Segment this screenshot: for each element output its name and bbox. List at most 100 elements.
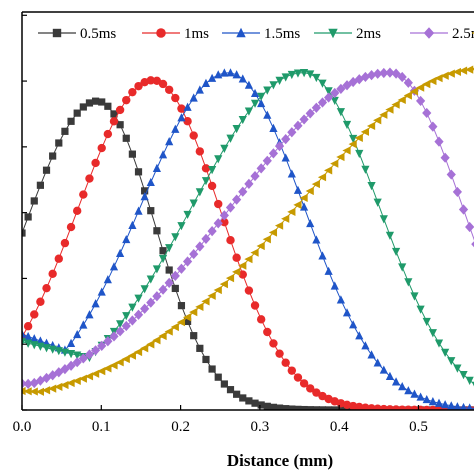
data-point	[385, 231, 395, 240]
data-point	[30, 310, 39, 319]
data-point	[416, 95, 426, 107]
data-point	[256, 163, 266, 174]
data-point	[42, 283, 51, 293]
data-point	[245, 397, 253, 405]
data-point	[458, 204, 469, 215]
data-point	[225, 202, 236, 213]
data-point	[147, 207, 155, 215]
data-point	[109, 262, 119, 271]
data-point	[373, 68, 383, 79]
series-line	[22, 100, 474, 410]
data-point	[257, 401, 265, 409]
data-point	[299, 193, 308, 203]
data-point	[422, 80, 431, 89]
data-point	[30, 341, 39, 350]
data-point	[233, 390, 241, 398]
data-point	[385, 105, 394, 114]
x-tick-label: 0.0	[13, 419, 32, 435]
data-point	[354, 133, 363, 142]
data-point	[116, 121, 124, 129]
data-point	[127, 315, 137, 326]
data-point	[324, 266, 333, 275]
data-point	[171, 124, 180, 133]
data-point	[274, 221, 284, 230]
data-point	[61, 127, 69, 135]
data-point	[459, 402, 468, 410]
data-point	[274, 141, 285, 152]
data-point	[428, 76, 437, 86]
data-point	[262, 155, 272, 166]
data-point	[22, 329, 27, 338]
data-point	[465, 65, 474, 74]
data-point	[60, 348, 70, 357]
data-point	[159, 247, 167, 255]
data-point	[116, 248, 125, 257]
data-point	[201, 78, 211, 88]
data-point	[60, 364, 70, 375]
data-point	[398, 382, 407, 391]
data-point	[465, 376, 474, 385]
data-point	[195, 188, 204, 197]
data-point	[140, 344, 149, 353]
data-point	[177, 104, 186, 113]
legend-label: 1ms	[184, 26, 209, 42]
data-point	[311, 179, 320, 189]
data-point	[330, 159, 339, 168]
legend-label: 0.5ms	[80, 26, 116, 42]
data-point	[325, 406, 333, 410]
data-point	[103, 275, 112, 284]
data-point	[312, 73, 321, 83]
data-point	[293, 120, 303, 131]
data-point	[250, 99, 260, 108]
data-point	[158, 150, 168, 159]
data-point	[214, 373, 222, 381]
data-point	[73, 329, 82, 339]
data-point	[287, 169, 296, 178]
data-point	[67, 117, 75, 125]
data-point	[268, 228, 278, 237]
data-point	[391, 100, 400, 109]
data-point	[128, 87, 137, 97]
data-point	[232, 267, 241, 277]
data-point	[195, 147, 205, 156]
data-point	[49, 152, 57, 160]
data-point	[79, 103, 87, 111]
data-point	[220, 144, 229, 153]
data-point	[41, 372, 52, 384]
data-point	[97, 143, 106, 153]
data-point	[122, 95, 131, 105]
data-point	[305, 108, 315, 119]
data-point	[244, 286, 254, 295]
x-axis-title: Distance (mm)	[227, 451, 333, 470]
data-point	[287, 207, 296, 216]
data-point	[428, 121, 438, 132]
data-point	[201, 297, 210, 306]
data-point	[287, 366, 297, 375]
data-point	[165, 137, 174, 146]
data-point	[177, 222, 186, 231]
data-point	[66, 222, 76, 232]
data-point	[189, 308, 198, 317]
x-tick-label: 0.5	[409, 419, 428, 435]
data-point	[281, 153, 290, 162]
data-point	[416, 83, 425, 92]
series-6	[22, 65, 474, 396]
data-point	[66, 350, 76, 359]
data-point	[471, 241, 474, 248]
data-point	[207, 226, 217, 237]
data-point	[213, 285, 222, 295]
data-point	[441, 400, 450, 409]
data-point	[183, 117, 192, 126]
data-point	[312, 235, 321, 244]
data-point	[226, 235, 235, 245]
data-point	[79, 320, 88, 329]
data-point	[214, 155, 223, 164]
data-point	[410, 389, 419, 398]
series-5	[22, 67, 474, 390]
data-point	[410, 292, 419, 301]
data-point	[48, 345, 57, 354]
data-point	[170, 270, 180, 281]
data-point	[72, 357, 82, 368]
data-point	[422, 317, 431, 327]
data-point	[121, 354, 130, 364]
